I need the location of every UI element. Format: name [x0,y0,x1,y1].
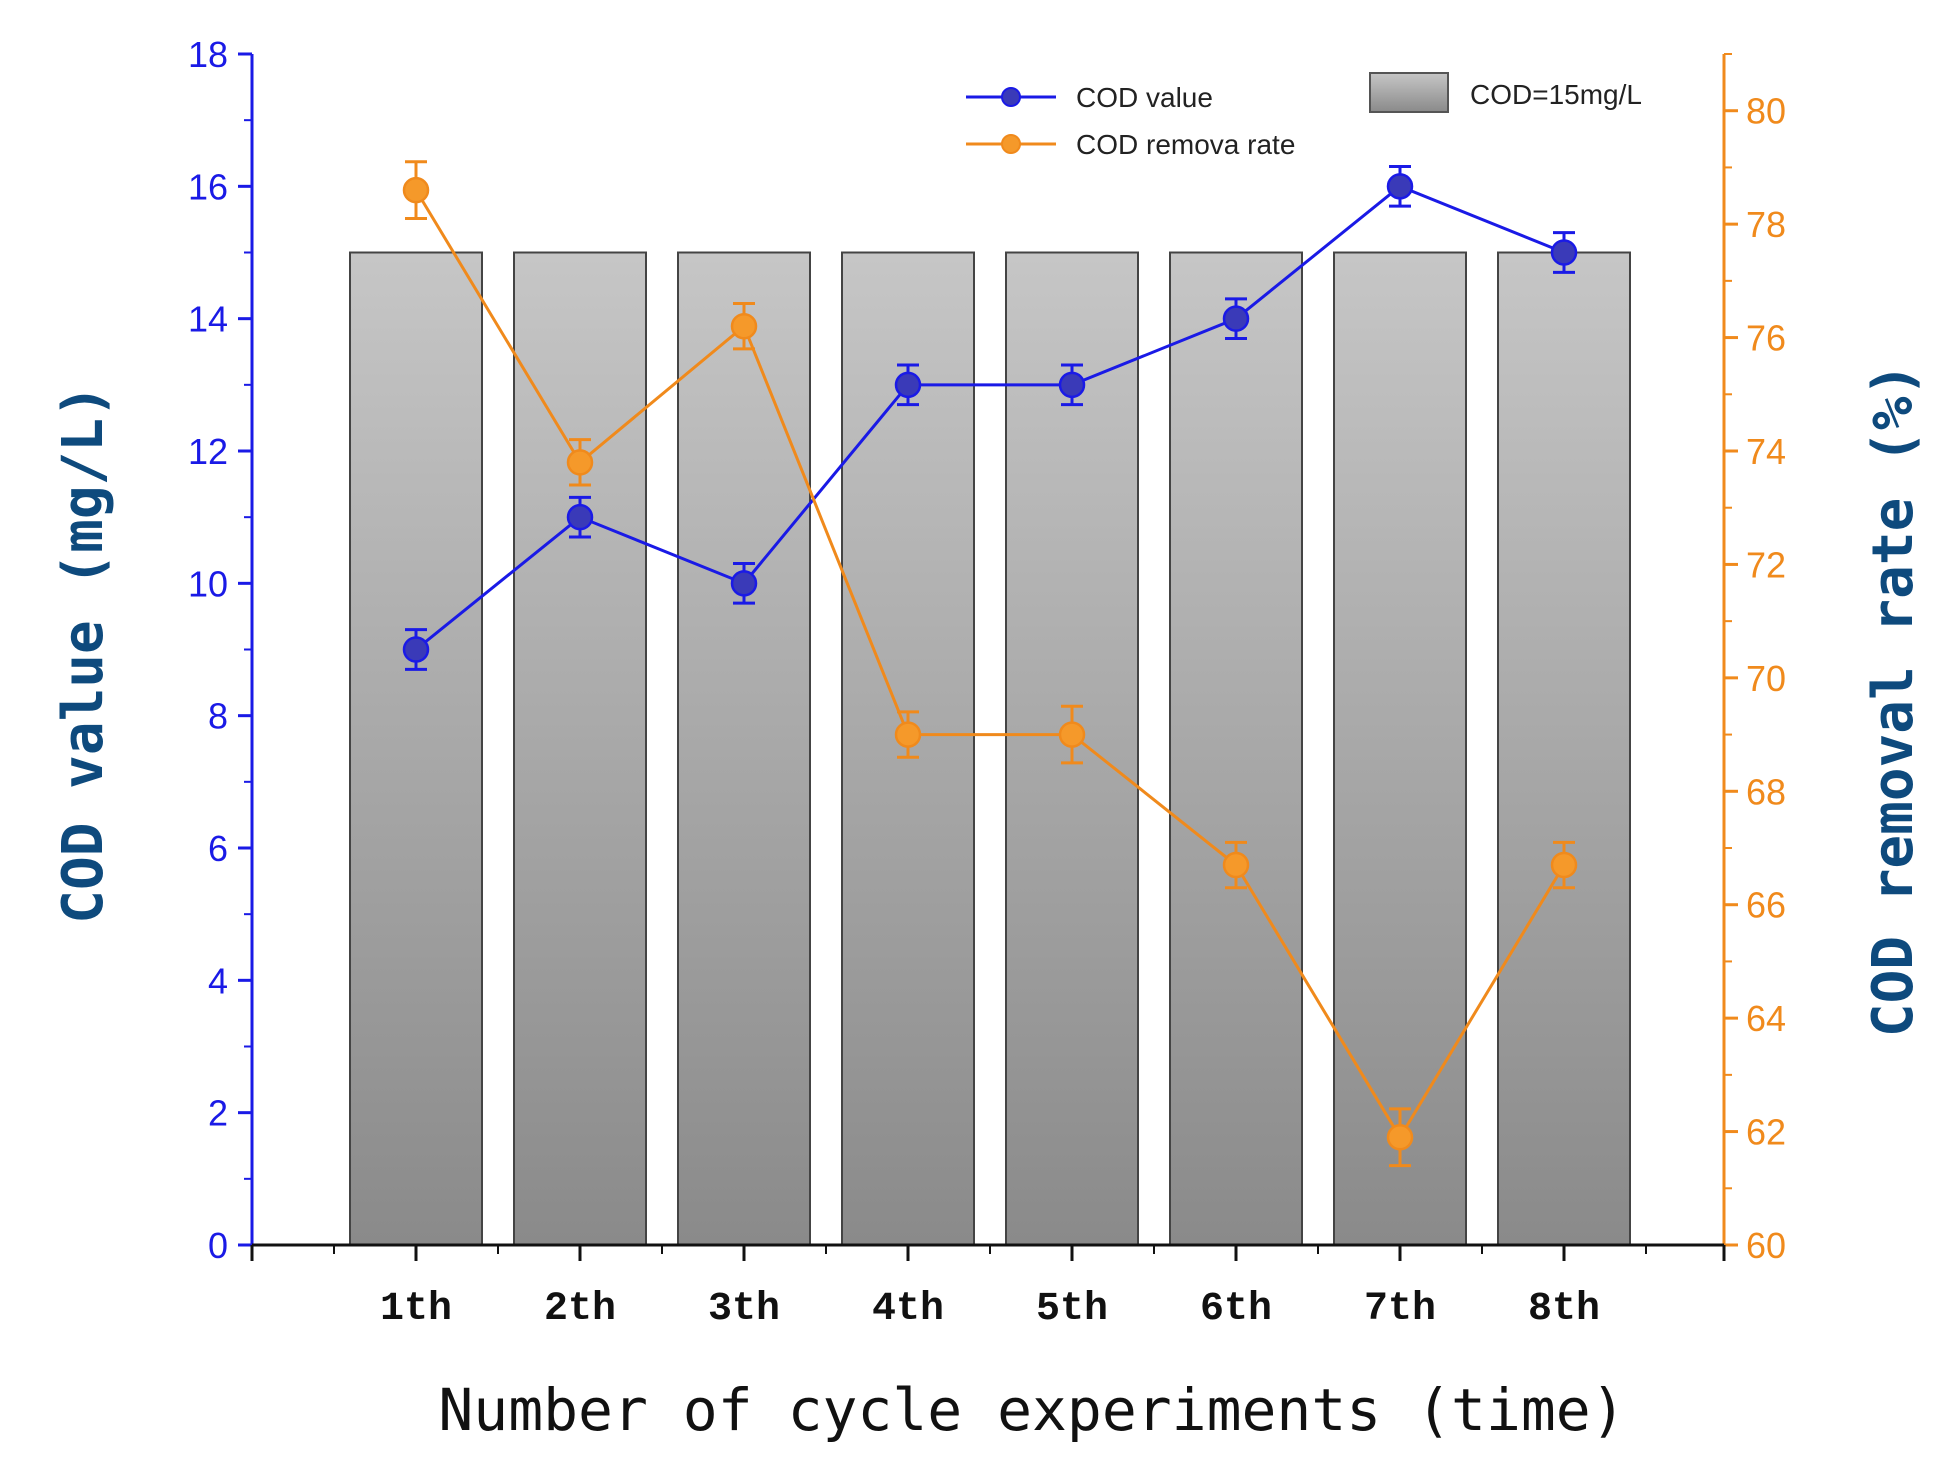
left-tick-label: 6 [208,828,228,869]
data-point [1386,173,1414,200]
left-tick-label: 14 [188,299,228,340]
right-axis-title: COD removal rate (%) [1861,363,1926,1037]
legend-cod-value-label: COD value [1076,82,1213,113]
data-point [1550,239,1578,266]
x-tick-label: 4th [872,1287,944,1332]
right-tick-label: 62 [1746,1112,1786,1153]
data-point [1222,851,1250,879]
data-point [730,570,758,597]
data-point [1058,721,1086,748]
data-point [566,449,594,476]
left-tick-label: 2 [208,1093,228,1134]
right-tick-label: 74 [1746,431,1786,472]
legend-cod-value-marker [1001,87,1021,107]
series-layer [402,160,1578,1168]
right-tick-label: 66 [1746,885,1786,926]
right-tick-label: 76 [1746,318,1786,359]
data-point [402,176,430,204]
x-tick-label: 3th [708,1287,780,1332]
data-point [1386,1123,1414,1151]
right-tick-label: 80 [1746,91,1786,132]
left-tick-label: 18 [188,34,228,75]
left-tick-label: 16 [188,166,228,207]
left-tick-label: 0 [208,1225,228,1266]
data-point [1550,851,1578,879]
right-tick-label: 78 [1746,204,1786,245]
data-point [1222,305,1250,332]
x-tick-label: 8th [1528,1287,1600,1332]
data-point [1058,371,1086,399]
x-tick-label: 7th [1364,1287,1436,1332]
bar-8th [1497,251,1631,1246]
bars-layer [349,251,1631,1246]
x-tick-label: 6th [1200,1287,1272,1332]
x-axis-title: Number of cycle experiments (time) [438,1376,1625,1444]
left-tick-label: 12 [188,431,228,472]
data-point [566,503,594,531]
bar-7th [1333,251,1467,1246]
left-tick-label: 8 [208,696,228,737]
legend-bar-label: COD=15mg/L [1470,79,1642,110]
axes-layer: 02468101214161860626466687072747678801th… [188,34,1786,1332]
data-point [730,312,758,340]
x-tick-label: 2th [544,1287,616,1332]
data-point [894,371,922,399]
bar-3th [677,251,811,1246]
data-point [402,636,430,663]
bar-2th [513,251,647,1246]
series-line-cod-value [415,184,1565,651]
left-tick-label: 4 [208,960,228,1001]
right-tick-label: 70 [1746,658,1786,699]
legend-removal-rate-label: COD remova rate [1076,129,1295,160]
x-tick-label: 5th [1036,1287,1108,1332]
right-tick-label: 64 [1746,998,1786,1039]
left-axis-title: COD value (mg/L) [51,384,116,923]
legend: COD value COD remova rate COD=15mg/L [966,72,1642,160]
data-point [894,721,922,748]
right-tick-label: 72 [1746,544,1786,585]
right-tick-label: 60 [1746,1225,1786,1266]
right-tick-label: 68 [1746,771,1786,812]
x-tick-label: 1th [380,1287,452,1332]
legend-removal-rate-marker [1001,134,1021,154]
legend-bar-swatch [1369,72,1449,113]
left-tick-label: 10 [188,563,228,604]
bar-6th [1169,251,1303,1246]
series-line-removal-rate [414,189,1566,1141]
bar-1th [349,251,483,1246]
